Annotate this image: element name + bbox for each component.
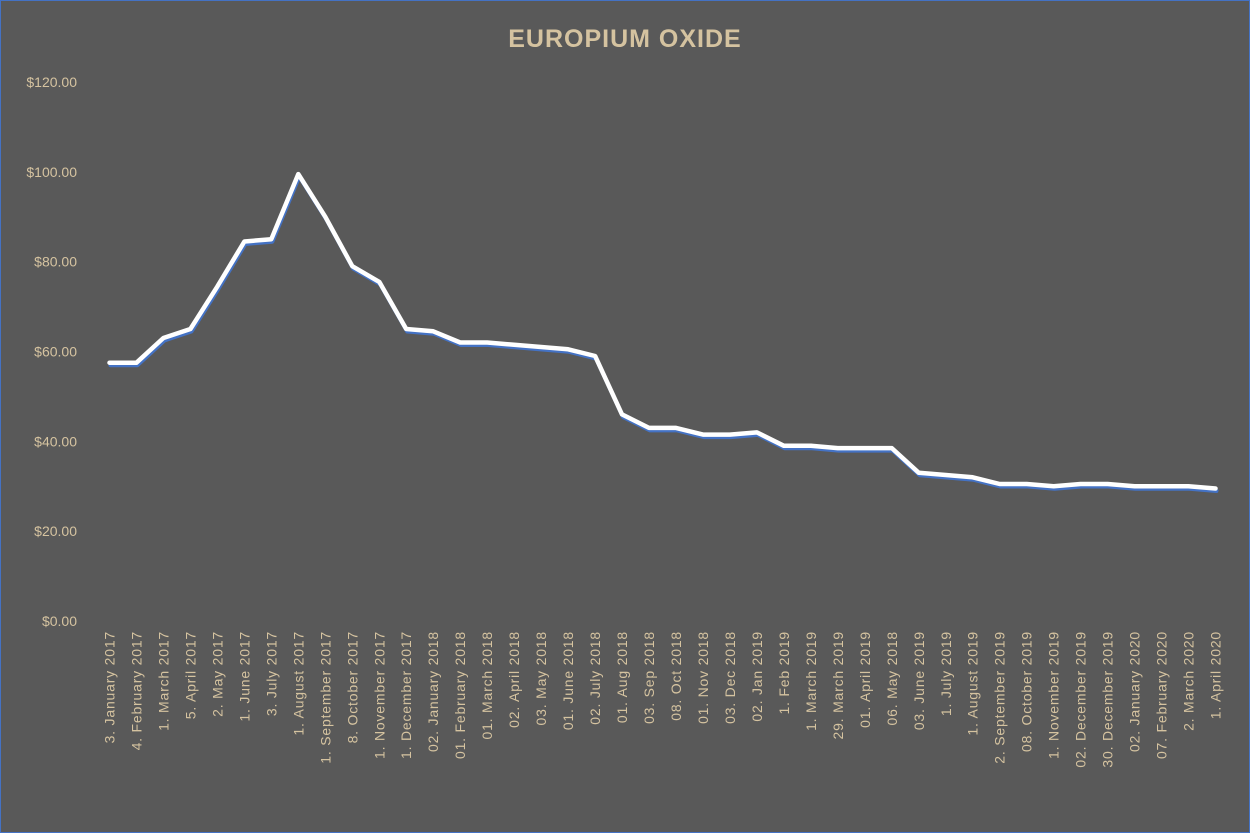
data-point	[458, 341, 462, 345]
x-tick-label: 02. January 2018	[425, 631, 441, 752]
x-tick-label: 03. Dec 2018	[722, 631, 738, 724]
data-point	[512, 343, 516, 347]
data-point	[728, 433, 732, 437]
y-tick-label: $0.00	[42, 613, 77, 629]
x-tick-label: 1. June 2017	[236, 631, 252, 722]
data-point	[215, 284, 219, 288]
data-point	[755, 430, 759, 434]
data-point	[1079, 482, 1083, 486]
y-tick-label: $20.00	[34, 523, 77, 539]
data-point	[1160, 484, 1164, 488]
data-point	[809, 444, 813, 448]
data-point	[296, 172, 300, 176]
data-point	[539, 345, 543, 349]
data-point	[188, 327, 192, 331]
x-tick-label: 03. Sep 2018	[641, 631, 657, 724]
x-tick-label: 06. May 2018	[884, 631, 900, 725]
data-point	[836, 446, 840, 450]
x-tick-label: 01. Nov 2018	[695, 631, 711, 724]
data-point	[1214, 486, 1218, 490]
data-point	[674, 426, 678, 430]
x-tick-label: 2. March 2020	[1181, 631, 1197, 731]
data-point	[107, 361, 111, 365]
x-tick-label: 1. November 2019	[1046, 631, 1062, 759]
y-tick-label: $120.00	[26, 74, 77, 90]
data-point	[593, 354, 597, 358]
x-tick-label: 1. August 2017	[290, 631, 306, 736]
x-tick-label: 3. July 2017	[263, 631, 279, 716]
y-tick-label: $100.00	[26, 164, 77, 180]
x-tick-label: 1. December 2017	[398, 631, 414, 759]
chart-title: EUROPIUM OXIDE	[508, 25, 741, 53]
x-tick-label: 01. March 2018	[479, 631, 495, 739]
x-tick-label: 1. July 2019	[938, 631, 954, 716]
data-point	[323, 215, 327, 219]
data-point	[431, 329, 435, 333]
data-point	[1025, 482, 1029, 486]
x-tick-label: 01. February 2018	[452, 631, 468, 759]
series-line	[107, 171, 1218, 491]
x-tick-label: 02. July 2018	[587, 631, 603, 725]
data-point	[863, 446, 867, 450]
data-point	[1187, 484, 1191, 488]
data-point	[620, 412, 624, 416]
x-tick-label: 01. June 2018	[560, 631, 576, 730]
drop-lines	[108, 174, 1217, 621]
y-axis: $0.00 $20.00 $40.00 $60.00 $80.00 $100.00 $120…	[26, 74, 77, 629]
data-point	[917, 471, 921, 475]
data-point	[566, 347, 570, 351]
data-point	[269, 237, 273, 241]
x-tick-label: 30. December 2019	[1100, 631, 1116, 768]
x-axis: 3. January 2017 4. February 2017 1. March …	[101, 631, 1223, 768]
data-point	[485, 341, 489, 345]
x-tick-label: 02. April 2018	[506, 631, 522, 728]
x-tick-label: 3. January 2017	[101, 631, 117, 743]
x-tick-label: 1. August 2019	[965, 631, 981, 736]
y-tick-label: $40.00	[34, 433, 77, 449]
x-tick-label: 2. May 2017	[209, 631, 225, 717]
data-point	[1106, 482, 1110, 486]
x-tick-label: 03. May 2018	[533, 631, 549, 725]
x-tick-label: 03. June 2019	[911, 631, 927, 730]
x-tick-label: 8. October 2017	[344, 631, 360, 743]
data-point	[701, 433, 705, 437]
x-tick-label: 1. March 2017	[155, 631, 171, 731]
x-tick-label: 08. October 2019	[1019, 631, 1035, 752]
price-series	[107, 171, 1219, 493]
x-tick-label: 08. Oct 2018	[668, 631, 684, 721]
data-point	[998, 482, 1002, 486]
data-point	[782, 444, 786, 448]
data-point	[1133, 484, 1137, 488]
x-tick-label: 01. Aug 2018	[614, 631, 630, 723]
x-tick-label: 01. April 2019	[857, 631, 873, 728]
data-point	[404, 327, 408, 331]
x-tick-label: 1. April 2020	[1208, 631, 1224, 719]
x-tick-label: 4. February 2017	[128, 631, 144, 750]
data-point	[377, 280, 381, 284]
data-point	[134, 361, 138, 365]
x-tick-label: 5. April 2017	[182, 631, 198, 719]
x-tick-label: 1. Feb 2019	[776, 631, 792, 715]
x-tick-label: 1. November 2017	[371, 631, 387, 759]
x-tick-label: 2. September 2019	[992, 631, 1008, 764]
data-point	[161, 336, 165, 340]
x-tick-label: 02. January 2020	[1127, 631, 1143, 752]
x-tick-label: 29. March 2019	[830, 631, 846, 739]
data-point	[350, 264, 354, 268]
y-tick-label: $80.00	[34, 254, 77, 270]
data-point	[944, 473, 948, 477]
data-point	[1052, 484, 1056, 488]
y-tick-label: $60.00	[34, 344, 77, 360]
x-tick-label: 02. December 2019	[1073, 631, 1089, 768]
x-tick-label: 1. September 2017	[317, 631, 333, 764]
data-point	[890, 446, 894, 450]
x-tick-label: 07. February 2020	[1154, 631, 1170, 759]
x-tick-label: 1. March 2019	[803, 631, 819, 731]
data-point	[647, 426, 651, 430]
x-tick-label: 02. Jan 2019	[749, 631, 765, 722]
data-point	[242, 239, 246, 243]
data-point	[971, 475, 975, 479]
